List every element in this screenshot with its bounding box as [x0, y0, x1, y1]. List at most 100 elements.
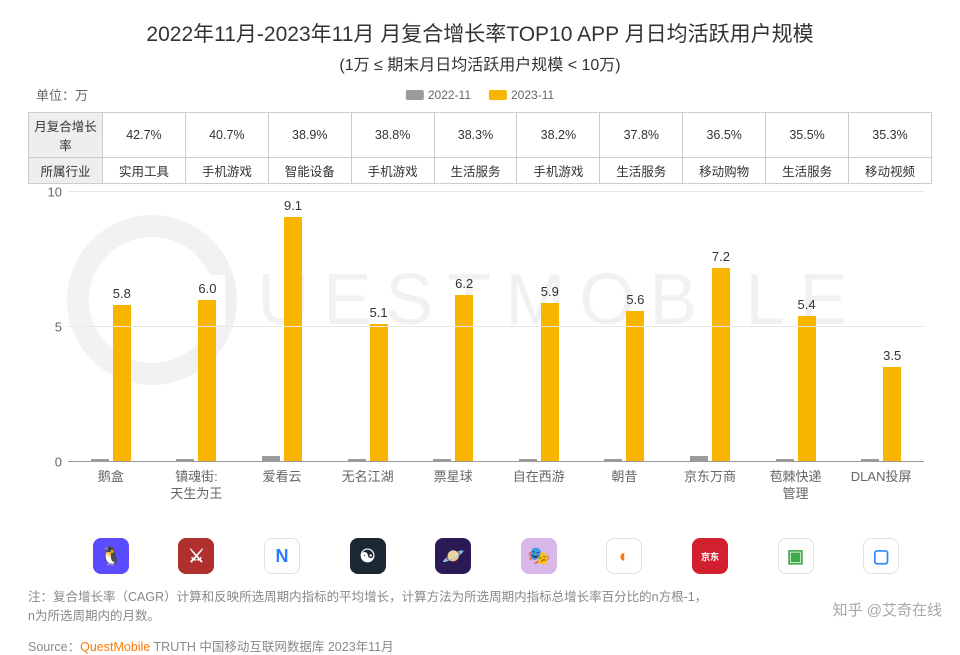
app-icon: 🎭: [521, 538, 557, 574]
app-icon: 🐧: [93, 538, 129, 574]
bar-value-label: 7.2: [712, 249, 730, 264]
table-cell-growth: 42.7%: [103, 113, 186, 158]
legend-label-a: 2022-11: [428, 88, 471, 102]
bar-2023: 7.2: [712, 268, 730, 462]
bar-group: 5.4: [753, 192, 839, 461]
icon-cell: ⚔: [154, 538, 240, 574]
table-cell-industry: 生活服务: [766, 158, 849, 184]
row-header-growth: 月复合增长率: [29, 113, 103, 158]
legend-item-2022: 2022-11: [406, 88, 471, 102]
bar-2023: 5.1: [370, 324, 388, 461]
bar-value-label: 5.6: [626, 292, 644, 307]
icon-cell: 🎭: [496, 538, 582, 574]
table-cell-industry: 手机游戏: [351, 158, 434, 184]
icon-cell: 🐧: [68, 538, 154, 574]
app-icon: ☯: [350, 538, 386, 574]
row-header-industry: 所属行业: [29, 158, 103, 184]
bar-2023: 5.4: [798, 316, 816, 461]
icon-cell: ▣: [753, 538, 839, 574]
table-row-growth: 月复合增长率 42.7%40.7%38.9%38.8%38.3%38.2%37.…: [29, 113, 932, 158]
icon-cell: ☯: [325, 538, 411, 574]
bar-2023: 5.6: [626, 311, 644, 462]
table-cell-industry: 手机游戏: [185, 158, 268, 184]
icon-cell: N: [239, 538, 325, 574]
bar-2023: 6.2: [455, 295, 473, 462]
x-axis-labels: 鹅盒镇魂街:天生为王爱看云无名江湖票星球自在西游朝昔京东万商苞棘快递管理DLAN…: [68, 463, 924, 503]
table-cell-industry: 实用工具: [103, 158, 186, 184]
table-cell-growth: 38.9%: [268, 113, 351, 158]
chart-subtitle: (1万 ≤ 期末月日均活跃用户规模 < 10万): [28, 51, 932, 75]
bar-group: 7.2: [667, 192, 753, 461]
plot-area: 5.8 6.0 9.1 5.1 6.2 5.9 5.6 7.2 5.4 3.5: [68, 192, 924, 462]
corner-watermark: 知乎 @艾奇在线: [833, 599, 942, 620]
table-cell-industry: 移动购物: [683, 158, 766, 184]
table-cell-industry: 生活服务: [434, 158, 517, 184]
table-cell-growth: 38.8%: [351, 113, 434, 158]
bar-value-label: 5.9: [541, 284, 559, 299]
legend-swatch-a: [406, 90, 424, 100]
bar-2022: [262, 456, 280, 461]
x-category-label: 鹅盒: [68, 463, 154, 503]
chart-container: UESTMOBILE 2022年11月-2023年11月 月复合增长率TOP10…: [0, 0, 960, 636]
bar-2022: [91, 459, 109, 462]
table-cell-growth: 37.8%: [600, 113, 683, 158]
bars-container: 5.8 6.0 9.1 5.1 6.2 5.9 5.6 7.2 5.4 3.5: [68, 192, 924, 461]
source-line: Source：QuestMobile TRUTH 中国移动互联网数据库 2023…: [28, 636, 932, 655]
gridline: [68, 326, 924, 327]
bar-2023: 6.0: [198, 300, 216, 461]
bar-value-label: 5.8: [113, 286, 131, 301]
table-cell-growth: 40.7%: [185, 113, 268, 158]
app-icon: 京东: [692, 538, 728, 574]
bar-2022: [348, 459, 366, 462]
bar-value-label: 5.1: [370, 305, 388, 320]
bar-2022: [433, 459, 451, 462]
app-icon: ◐: [606, 538, 642, 574]
bar-group: 6.2: [410, 192, 496, 461]
table-cell-industry: 生活服务: [600, 158, 683, 184]
app-icon: ⚔: [178, 538, 214, 574]
app-icon: ▢: [863, 538, 899, 574]
bar-value-label: 9.1: [284, 198, 302, 213]
legend-item-2023: 2023-11: [489, 88, 554, 102]
x-category-label: 镇魂街:天生为王: [154, 463, 240, 503]
bar-value-label: 6.0: [198, 281, 216, 296]
table-cell-growth: 36.5%: [683, 113, 766, 158]
x-category-label: 苞棘快递管理: [753, 463, 839, 503]
source-prefix: Source：: [28, 640, 80, 654]
unit-label: 单位：万: [36, 85, 88, 104]
bar-chart: 0510 5.86.09.15.16.25.95.67.25.43.5 鹅盒镇魂…: [28, 192, 932, 492]
icon-cell: ▢: [838, 538, 924, 574]
x-category-label: 票星球: [410, 463, 496, 503]
y-axis: 0510: [28, 192, 68, 462]
bar-2023: 3.5: [883, 367, 901, 461]
bar-group: 5.1: [325, 192, 411, 461]
legend: 2022-11 2023-11: [406, 88, 554, 102]
x-category-label: 京东万商: [667, 463, 753, 503]
app-icon-row: 🐧 ⚔ N ☯ 🪐 🎭 ◐ 京东 ▣ ▢: [68, 538, 924, 574]
unit-legend-row: 单位：万 2022-11 2023-11: [28, 85, 932, 104]
table-cell-growth: 35.5%: [766, 113, 849, 158]
x-category-label: 爱看云: [239, 463, 325, 503]
table-cell-industry: 手机游戏: [517, 158, 600, 184]
legend-label-b: 2023-11: [511, 88, 554, 102]
summary-table: 月复合增长率 42.7%40.7%38.9%38.8%38.3%38.2%37.…: [28, 112, 932, 184]
bar-value-label: 5.4: [798, 297, 816, 312]
x-category-label: DLAN投屏: [838, 463, 924, 503]
bar-2022: [776, 459, 794, 462]
bar-2023: 5.8: [113, 305, 131, 461]
footnote: 注：复合增长率（CAGR）计算和反映所选周期内指标的平均增长，计算方法为所选周期…: [28, 588, 932, 626]
app-icon: 🪐: [435, 538, 471, 574]
bar-value-label: 3.5: [883, 348, 901, 363]
bar-2022: [690, 456, 708, 461]
bar-group: 5.9: [496, 192, 582, 461]
table-cell-growth: 35.3%: [849, 113, 932, 158]
y-tick: 0: [55, 455, 62, 470]
gridline: [68, 191, 924, 192]
table-cell-growth: 38.2%: [517, 113, 600, 158]
bar-group: 3.5: [838, 192, 924, 461]
bar-group: 5.6: [582, 192, 668, 461]
source-brand: QuestMobile: [80, 640, 150, 654]
x-category-label: 朝昔: [582, 463, 668, 503]
source-rest: TRUTH 中国移动互联网数据库 2023年11月: [150, 640, 393, 654]
bar-group: 6.0: [154, 192, 240, 461]
